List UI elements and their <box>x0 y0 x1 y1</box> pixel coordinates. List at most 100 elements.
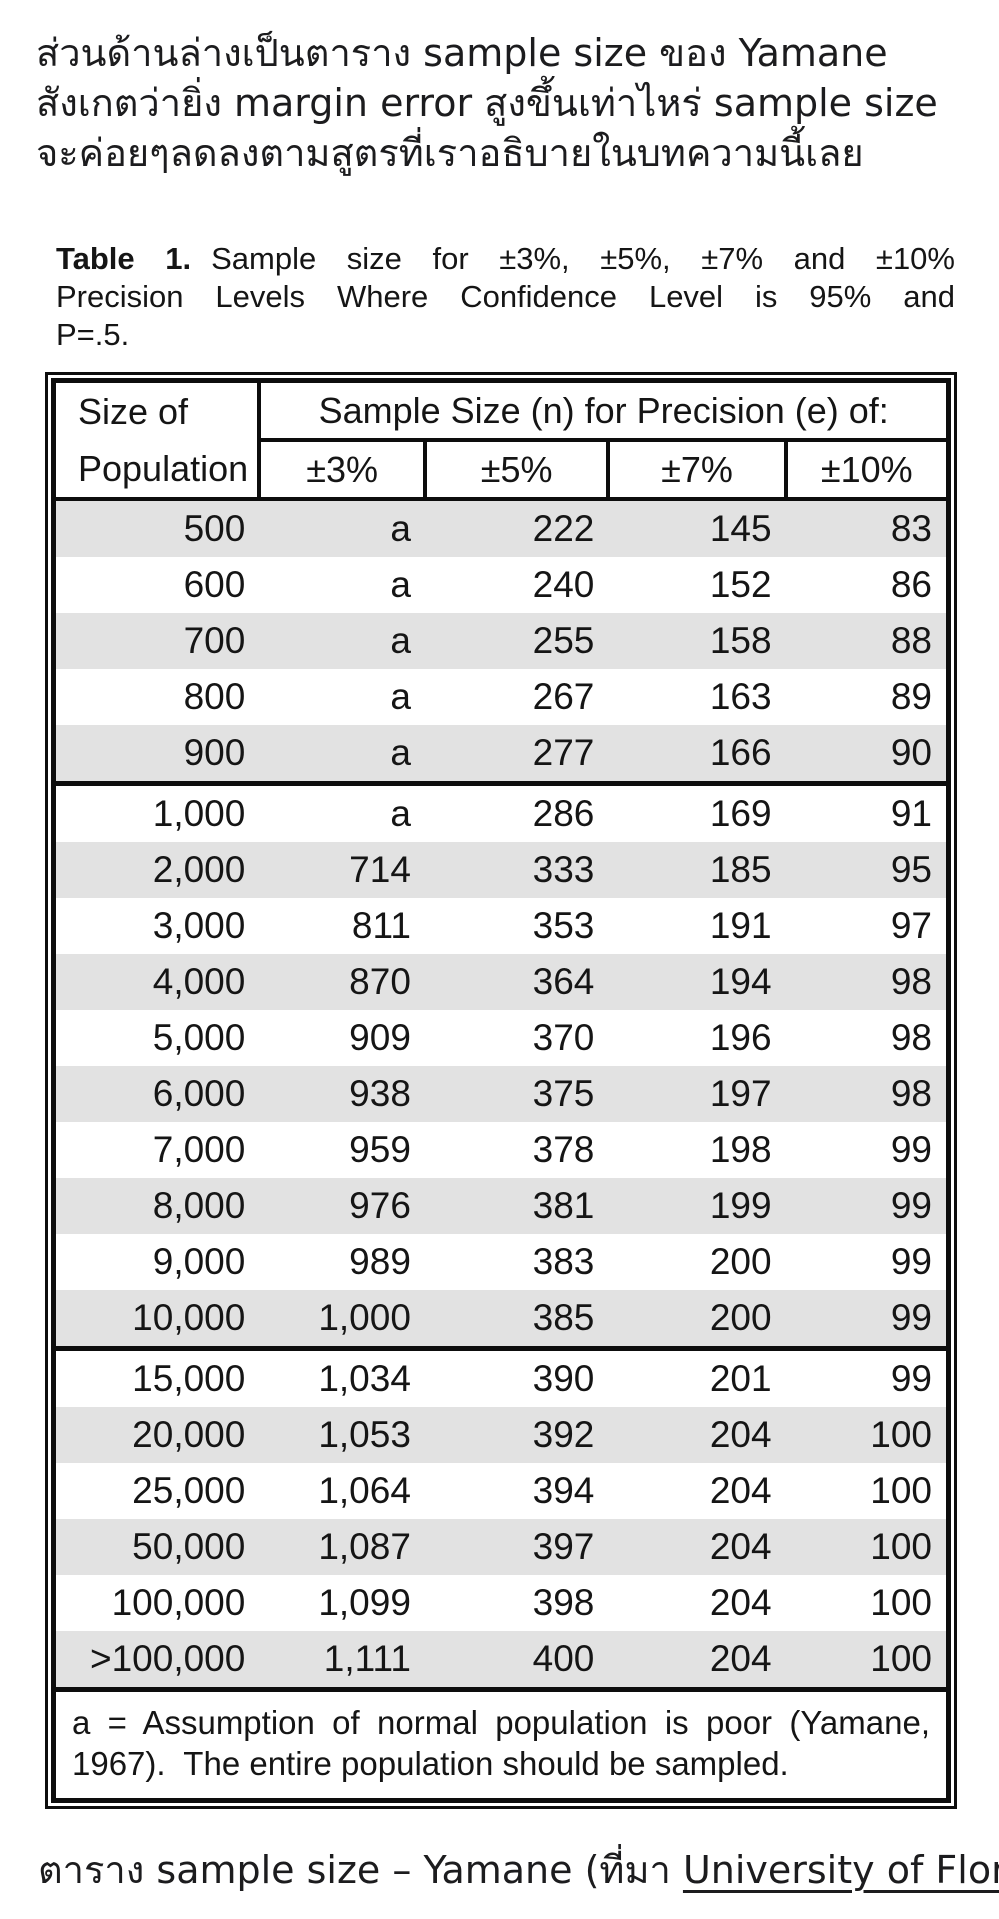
sample-size-cell: 714 <box>349 849 411 890</box>
sample-size-cell: 1,034 <box>259 1346 425 1407</box>
sample-size-cell: 152 <box>709 564 772 605</box>
sample-size-cell: 100 <box>870 1526 932 1567</box>
sample-size-table: Size of Population Sample Size (n) for P… <box>51 378 951 1803</box>
sample-size-cell: 370 <box>532 1017 595 1058</box>
sample-size-table-frame: Size of Population Sample Size (n) for P… <box>45 372 957 1809</box>
population-cell: 25,000 <box>132 1470 246 1511</box>
sample-size-cell: 145 <box>709 508 772 549</box>
sample-size-cell: a <box>390 732 411 773</box>
table-title-label: Table 1. <box>56 241 192 276</box>
sample-size-cell: a <box>390 564 411 605</box>
footnote-row: a = Assumption of normal population is p… <box>53 1687 949 1801</box>
population-cell: 900 <box>183 732 246 773</box>
table-header: Size of Population Sample Size (n) for P… <box>51 378 951 501</box>
table-title-line: P=.5. <box>56 317 130 352</box>
sample-size-cell: a <box>390 620 411 661</box>
table-row: 500 a 222 145 83 <box>53 499 949 557</box>
sample-size-cell: 100 <box>870 1414 932 1455</box>
table-row: 800 a 267 163 89 <box>54 669 949 725</box>
population-cell: 100,000 <box>111 1582 246 1623</box>
sample-size-cell: 240 <box>532 564 595 605</box>
population-cell: 2,000 <box>152 849 246 890</box>
sample-size-cell: 200 <box>709 1241 772 1282</box>
population-cell: 5,000 <box>152 1017 246 1058</box>
sample-size-cell: 333 <box>532 849 595 890</box>
population-cell: 15,000 <box>53 1346 260 1407</box>
population-cell: 1,000 <box>53 781 260 842</box>
sample-size-cell: 99 <box>785 1346 949 1407</box>
table-row: 10,000 1,000 385 200 99 <box>53 1290 949 1349</box>
sample-size-cell: 98 <box>890 1017 932 1058</box>
sample-size-cell: 89 <box>890 676 932 717</box>
sample-size-cell: 394 <box>532 1470 595 1511</box>
table-body: 500 a 222 145 83 600 a 240 152 86 700 a 255 158 88 800 a… <box>53 499 949 1690</box>
population-cell: 4,000 <box>152 961 246 1002</box>
sample-size-cell: 959 <box>349 1129 411 1170</box>
sample-size-cell: 86 <box>890 564 932 605</box>
table-row: 20,000 1,053 392 204 100 <box>53 1407 949 1463</box>
table-row: 600 a 240 152 86 <box>54 557 949 613</box>
sample-size-cell: 397 <box>532 1526 595 1567</box>
sample-size-cell: a <box>259 781 425 842</box>
sample-size-cell: 166 <box>709 732 772 773</box>
sample-size-cell: 99 <box>890 1297 932 1338</box>
sample-size-cell: 267 <box>532 676 595 717</box>
sample-size-cell: 400 <box>532 1638 595 1679</box>
sample-size-cell: 100 <box>870 1638 932 1679</box>
sample-size-cell: 976 <box>349 1185 411 1226</box>
precision-header-3pct: ±3% <box>257 438 427 501</box>
sample-size-cell: a <box>390 676 411 717</box>
precision-header-5pct: ±5% <box>422 438 611 501</box>
population-cell: 600 <box>183 564 246 605</box>
population-cell: 7,000 <box>152 1129 246 1170</box>
sample-size-cell: 398 <box>532 1582 595 1623</box>
intro-paragraph: ส่วนด้านล่างเป็นตาราง sample size ของ Ya… <box>0 0 999 178</box>
sample-size-cell: 98 <box>890 961 932 1002</box>
population-cell: 20,000 <box>132 1414 246 1455</box>
precision-span-header: Sample Size (n) for Precision (e) of: <box>257 378 951 443</box>
sample-size-cell: 938 <box>349 1073 411 1114</box>
sample-size-cell: 383 <box>532 1241 595 1282</box>
population-cell: 50,000 <box>132 1526 246 1567</box>
sample-size-cell: 1,087 <box>318 1526 411 1567</box>
sample-size-cell: 353 <box>532 905 595 946</box>
sample-size-cell: 169 <box>608 781 786 842</box>
sample-size-cell: 99 <box>890 1185 932 1226</box>
sample-size-cell: 1,099 <box>318 1582 411 1623</box>
sample-size-cell: 99 <box>890 1241 932 1282</box>
source-link[interactable]: University of Florida <box>682 1848 999 1892</box>
sample-size-cell: 1,053 <box>318 1414 411 1455</box>
sample-size-cell: 1,000 <box>318 1297 411 1338</box>
table-row: 9,000 989 383 200 99 <box>54 1234 949 1290</box>
sample-size-cell: 100 <box>870 1470 932 1511</box>
table-row: 4,000 870 364 194 98 <box>53 954 949 1010</box>
sample-size-cell: 222 <box>532 508 595 549</box>
sample-size-cell: 811 <box>351 905 411 946</box>
sample-size-cell: 201 <box>608 1346 786 1407</box>
table-title-line: Precision Levels Where Confidence Level … <box>56 279 955 314</box>
table-footnote: a = Assumption of normal population is p… <box>53 1687 949 1801</box>
sample-size-cell: 870 <box>349 961 411 1002</box>
sample-size-cell: 381 <box>532 1185 595 1226</box>
sample-size-cell: 204 <box>709 1414 772 1455</box>
precision-header-7pct: ±7% <box>606 438 788 501</box>
population-cell: 9,000 <box>152 1241 246 1282</box>
sample-size-cell: 255 <box>532 620 595 661</box>
sample-size-cell: 199 <box>709 1185 772 1226</box>
sample-size-cell: 204 <box>709 1470 772 1511</box>
table-row: >100,000 1,111 400 204 100 <box>53 1631 949 1690</box>
sample-size-cell: 1,064 <box>318 1470 411 1511</box>
population-cell: 6,000 <box>152 1073 246 1114</box>
table-row: 1,000 a 286 169 91 <box>53 781 949 842</box>
table-footnote-section: a = Assumption of normal population is p… <box>53 1687 949 1801</box>
sample-size-cell: 989 <box>349 1241 411 1282</box>
population-cell: >100,000 <box>89 1638 246 1679</box>
footnote-line: 1967). The entire population should be s… <box>72 1745 789 1782</box>
sample-size-cell: 158 <box>709 620 772 661</box>
sample-size-cell: a <box>390 508 411 549</box>
sample-size-cell: 204 <box>709 1526 772 1567</box>
sample-size-cell: 83 <box>890 508 932 549</box>
population-cell: 700 <box>183 620 246 661</box>
sample-size-cell: 378 <box>532 1129 595 1170</box>
sample-size-cell: 196 <box>709 1017 772 1058</box>
